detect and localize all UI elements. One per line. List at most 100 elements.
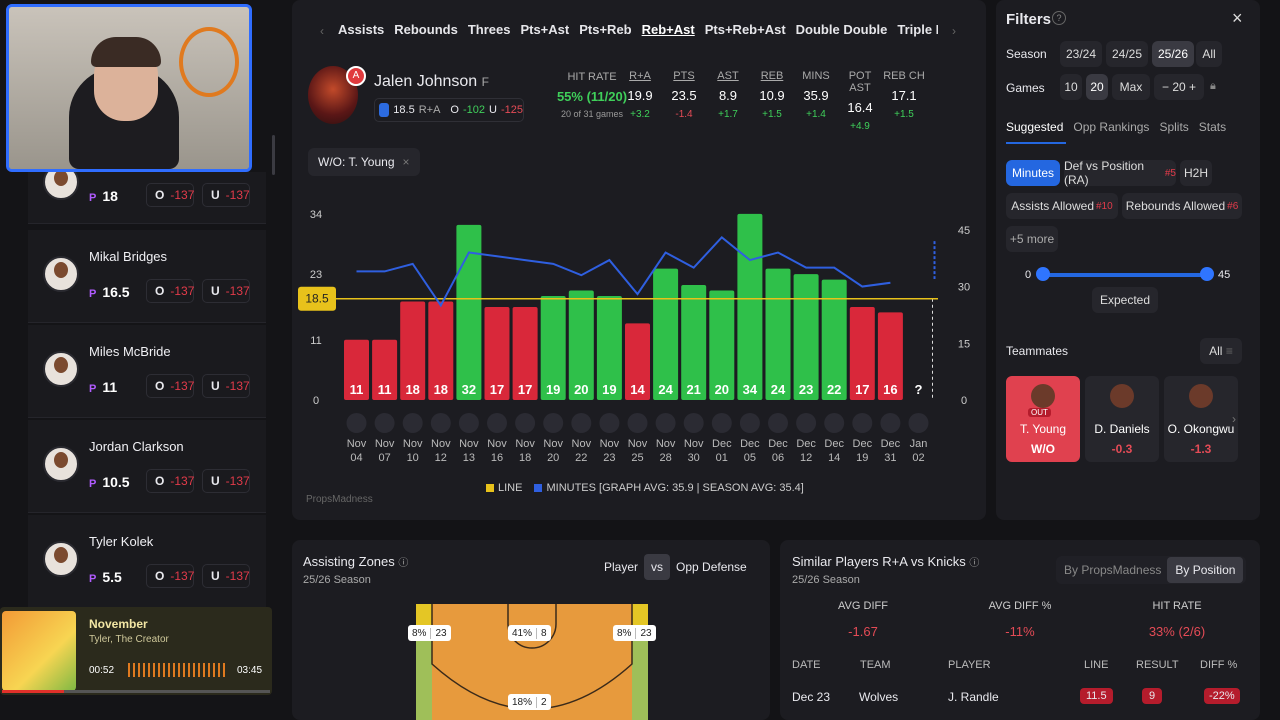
chevron-right-icon[interactable]: › [1232, 412, 1236, 426]
more-filters-button[interactable]: +5 more [1006, 226, 1058, 252]
x-tick-day: 30 [688, 452, 700, 464]
teammate-card[interactable]: OUT T. Young W/O [1006, 376, 1080, 462]
minus-icon[interactable]: − [1161, 80, 1169, 94]
bar-value-label: 11 [378, 382, 392, 397]
suggested-filter-label: H2H [1183, 166, 1208, 180]
stat-value: 17.1 [891, 88, 917, 103]
bar-value-label: 16 [883, 382, 897, 397]
subtab-splits[interactable]: Splits [1159, 120, 1189, 134]
slider-min-handle[interactable] [1036, 267, 1050, 281]
suggested-filter[interactable]: Rebounds Allowed #6 [1122, 193, 1242, 219]
games-chip[interactable]: 10 [1060, 74, 1082, 100]
bar-value-label: 11 [350, 382, 364, 397]
tab-assists[interactable]: Assists [338, 22, 385, 37]
suggested-filter-label: Rebounds Allowed [1125, 199, 1226, 213]
x-tick-month: Nov [656, 438, 676, 450]
over-button[interactable]: O -137 [146, 374, 194, 398]
over-button[interactable]: O -137 [146, 279, 194, 303]
over-button[interactable]: O -137 [146, 564, 194, 588]
team-logo-icon: A [346, 66, 366, 86]
team-logo-icon [683, 413, 704, 433]
under-button[interactable]: U -137 [202, 374, 250, 398]
games-chip[interactable]: 20 [1086, 74, 1108, 100]
lock-icon[interactable]: 🔒︎ [1210, 80, 1216, 92]
player-avatar [43, 351, 79, 387]
player-list-item[interactable]: Miles McBride P 11 O -137 U -137 [28, 325, 266, 418]
season-chip[interactable]: 25/26 [1152, 41, 1194, 67]
teammate-card[interactable]: O. Okongwu -1.3 [1164, 376, 1238, 462]
tab-triple-double[interactable]: Triple Double [897, 22, 938, 37]
games-chip-label: 20 [1090, 80, 1104, 94]
bar-value-label: 17 [490, 382, 504, 397]
player-list-item[interactable]: Jordan Clarkson P 10.5 O -137 U -137 [28, 420, 266, 513]
teammate-card[interactable]: D. Daniels -0.3 [1085, 376, 1159, 462]
sidebar-scrollbar[interactable] [272, 135, 275, 175]
suggested-filter[interactable]: H2H [1180, 160, 1212, 186]
help-icon[interactable]: ? [1052, 11, 1066, 25]
subtab-stats[interactable]: Stats [1198, 120, 1227, 134]
player-list-item[interactable]: Mikal Bridges P 16.5 O -137 U -137 [28, 230, 266, 323]
tab-threes[interactable]: Threes [467, 22, 511, 37]
over-label: O [155, 569, 165, 583]
filter-subtabs: Suggested Opp Rankings Splits Stats [1006, 120, 1236, 134]
info-icon[interactable]: ⓘ [398, 558, 409, 569]
slider-max-handle[interactable] [1200, 267, 1214, 281]
over-button[interactable]: O -137 [146, 469, 194, 493]
player-line-box[interactable]: 18.5 R+A O -102 U -125 [374, 98, 524, 122]
tab-rebounds[interactable]: Rebounds [394, 22, 458, 37]
games-stepper[interactable]: − 20 + [1154, 74, 1204, 100]
zone-label: 18% 2 [508, 694, 551, 710]
expected-button[interactable]: Expected [1092, 287, 1158, 313]
season-chip[interactable]: All [1196, 41, 1222, 67]
over-label: O [155, 379, 165, 393]
plus-icon[interactable]: + [1189, 80, 1197, 94]
tabs-next-icon[interactable]: › [952, 24, 956, 38]
x-tick-month: Nov [347, 438, 367, 450]
season-chip[interactable]: 24/25 [1106, 41, 1148, 67]
suggested-filter[interactable]: Def vs Position (RA) #5 [1064, 159, 1176, 187]
player-list-item[interactable]: P 18 O -137 U -137 [28, 164, 266, 224]
toggle-by-position[interactable]: By Position [1167, 557, 1244, 583]
teammates-filter[interactable]: All ≡ [1200, 338, 1242, 364]
tab-double-double[interactable]: Double Double [795, 22, 888, 37]
close-icon[interactable]: × [1232, 8, 1243, 28]
toggle-player[interactable]: Player [604, 560, 639, 574]
minutes-slider[interactable] [1044, 273, 1206, 277]
player-list-item[interactable]: Tyler Kolek P 5.5 O -137 U -137 [28, 515, 266, 608]
games-stepper-value: 20 [1172, 80, 1186, 94]
track-progress-bar[interactable] [2, 690, 270, 693]
games-chip[interactable]: Max [1112, 74, 1150, 100]
over-button[interactable]: O -137 [146, 183, 194, 207]
stat-mins: MINS 35.9 +1.4 [794, 70, 838, 120]
tab-pts-reb[interactable]: Pts+Reb [579, 22, 632, 37]
prizepicks-icon: P [89, 478, 97, 490]
threshold-badge [298, 286, 336, 311]
info-icon[interactable]: ⓘ [969, 558, 980, 569]
expected-label: Expected [1099, 293, 1151, 307]
under-button[interactable]: U -137 [202, 183, 250, 207]
team-logo-icon [458, 413, 479, 433]
team-logo-icon [796, 413, 817, 433]
close-icon[interactable]: × [402, 155, 410, 169]
tab-pts-reb-ast[interactable]: Pts+Reb+Ast [704, 22, 786, 37]
under-button[interactable]: U -137 [202, 564, 250, 588]
toggle-opp-defense[interactable]: Opp Defense [676, 560, 747, 574]
table-row[interactable]: Dec 23 Wolves J. Randle 11.5 9 -22% [780, 686, 1260, 708]
bar [765, 268, 791, 400]
subtab-opp-rankings[interactable]: Opp Rankings [1073, 120, 1150, 134]
similar-summary-stat: AVG DIFF % -11% [960, 600, 1080, 639]
tabs-prev-icon[interactable]: ‹ [320, 24, 324, 38]
suggested-filter[interactable]: Assists Allowed #10 [1006, 193, 1118, 219]
season-chip[interactable]: 23/24 [1060, 41, 1102, 67]
tab-reb-ast[interactable]: Reb+Ast [641, 22, 695, 37]
bar-value-label: 18 [405, 382, 419, 397]
toggle-by-propsmadness[interactable]: By PropsMadness [1064, 563, 1162, 577]
suggested-filter[interactable]: Minutes [1006, 160, 1060, 186]
under-button[interactable]: U -137 [202, 279, 250, 303]
teammate-impact: -1.3 [1190, 442, 1212, 456]
tab-pts-ast[interactable]: Pts+Ast [520, 22, 570, 37]
subtab-suggested[interactable]: Suggested [1006, 120, 1064, 134]
under-button[interactable]: U -137 [202, 469, 250, 493]
filter-chip[interactable]: W/O: T. Young × [308, 148, 420, 176]
toggle-vs[interactable]: vs [644, 554, 671, 580]
